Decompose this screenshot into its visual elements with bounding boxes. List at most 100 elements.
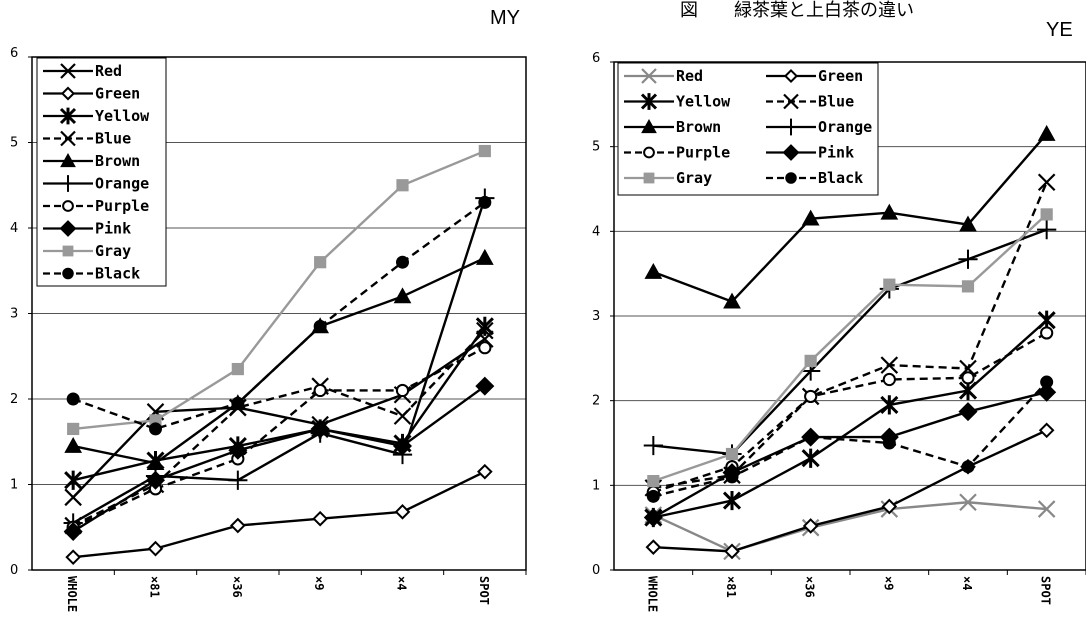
legend-entry: Pink xyxy=(766,144,854,162)
legend-marker xyxy=(62,200,74,212)
data-point xyxy=(959,493,977,512)
data-point xyxy=(393,287,412,304)
data-point xyxy=(67,422,80,436)
data-point xyxy=(802,518,819,534)
data-point xyxy=(958,249,978,269)
legend-entry: Orange xyxy=(43,175,149,193)
data-point xyxy=(478,195,492,209)
legend-marker xyxy=(59,107,77,125)
series-yellow xyxy=(64,316,494,490)
x-tick-label: SPOT xyxy=(1039,576,1053,605)
data-point xyxy=(722,490,742,511)
legend-marker xyxy=(59,175,77,192)
data-point xyxy=(313,383,327,398)
x-tick-label: WHOLE xyxy=(65,576,79,612)
x-tick-label: ×9 xyxy=(312,576,326,590)
legend-label: Yellow xyxy=(676,93,731,111)
data-point xyxy=(475,316,494,336)
data-point xyxy=(396,179,409,192)
legend-label: Purple xyxy=(676,144,730,162)
chart-ye: YE 0 1 2 3 4 5 6 WHOLE ×81 ×36 ×9 ×4 SPOT Red Green Yell… xyxy=(592,19,1086,612)
legend-marker xyxy=(60,152,76,168)
series-purple xyxy=(646,326,1054,499)
x-tick-label: ×36 xyxy=(230,576,244,598)
data-point xyxy=(64,488,82,507)
legend-entry: Black xyxy=(766,169,863,187)
y-tick-label: 6 xyxy=(10,46,18,61)
legend-label: Brown xyxy=(676,118,721,136)
series-green xyxy=(645,422,1055,560)
legend-marker xyxy=(60,86,76,101)
data-point xyxy=(880,356,899,374)
legend-marker xyxy=(641,68,657,84)
data-point xyxy=(1040,375,1054,389)
chart-my: MY 0 1 2 3 4 5 6 WHOLE ×81 ×36 ×9 ×4 SPOT Red Green Yell… xyxy=(10,7,527,612)
series-line xyxy=(72,385,486,533)
data-point xyxy=(643,507,663,528)
data-point xyxy=(478,341,492,355)
y-tick-label: 0 xyxy=(592,563,600,578)
legend-marker xyxy=(62,267,74,280)
legend: Red Green Yellow Blue Brown Orange Purple Pink G… xyxy=(617,62,879,196)
legend-label: Green xyxy=(818,67,863,85)
x-tick-label: ×81 xyxy=(724,576,738,598)
data-point xyxy=(647,475,660,488)
legend-marker xyxy=(643,146,655,159)
series-gray xyxy=(647,208,1053,488)
legend-marker xyxy=(643,172,655,184)
data-point xyxy=(958,402,978,422)
series-red xyxy=(644,493,1056,561)
data-point xyxy=(725,447,739,461)
legend-entry: Brown xyxy=(43,152,140,170)
series-line xyxy=(652,331,1048,494)
y-tick-label: 5 xyxy=(592,140,600,155)
figure-caption: 図 緑茶葉と上白茶の違い xyxy=(680,0,914,21)
data-point xyxy=(312,510,328,527)
data-point xyxy=(478,144,491,158)
y-tick-label: 4 xyxy=(592,224,600,239)
data-point xyxy=(310,419,330,439)
series-line xyxy=(72,338,486,499)
data-point xyxy=(65,549,81,565)
legend-marker xyxy=(60,63,76,79)
legend-label: Red xyxy=(676,67,703,85)
data-point xyxy=(646,489,660,503)
x-tick-label: ×4 xyxy=(395,576,409,590)
series-line xyxy=(73,470,486,559)
series-line xyxy=(72,325,486,482)
legend-marker xyxy=(782,118,800,136)
data-point xyxy=(228,470,248,490)
series-black xyxy=(646,375,1054,503)
legend-entry: Red xyxy=(624,67,703,85)
y-tick-label: 3 xyxy=(592,309,600,324)
data-point xyxy=(1037,220,1057,240)
data-point xyxy=(1037,173,1056,192)
legend-label: Purple xyxy=(95,197,149,215)
legend-marker xyxy=(782,144,800,161)
data-point xyxy=(880,203,899,220)
data-point xyxy=(882,372,896,387)
y-tick-label: 1 xyxy=(10,478,18,493)
data-point xyxy=(883,278,896,291)
y-tick-label: 1 xyxy=(592,478,600,493)
y-tick-label: 6 xyxy=(592,51,600,66)
data-point xyxy=(804,430,818,444)
data-point xyxy=(1040,326,1054,340)
legend-entry: Brown xyxy=(624,118,721,136)
series-line xyxy=(652,213,1048,483)
x-tick-label: SPOT xyxy=(477,576,491,605)
series-line xyxy=(72,329,486,527)
legend-label: Orange xyxy=(818,118,872,136)
data-point xyxy=(145,470,166,490)
legend-entry: Black xyxy=(43,265,140,283)
data-point xyxy=(230,517,246,534)
data-point xyxy=(393,407,412,425)
legend-label: Pink xyxy=(95,220,131,238)
legend-label: Black xyxy=(818,169,863,187)
series-gray xyxy=(67,144,491,436)
legend-entry: Yellow xyxy=(43,107,150,125)
data-point xyxy=(395,383,410,398)
legend-entry: Yellow xyxy=(624,93,731,111)
legend-marker xyxy=(640,93,658,110)
data-point xyxy=(961,371,975,385)
